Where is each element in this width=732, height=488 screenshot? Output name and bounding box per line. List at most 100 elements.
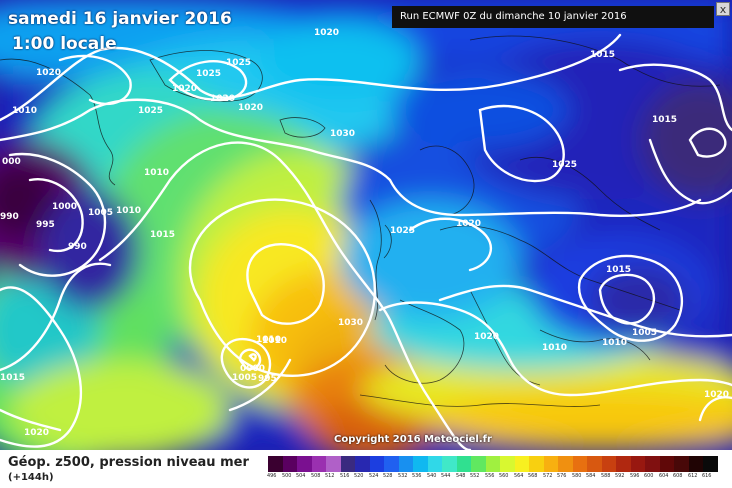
isobar-label: 1005	[632, 328, 657, 338]
close-button[interactable]: x	[716, 2, 730, 16]
isobar-label: 1020	[474, 332, 499, 342]
isobar-label: 1025	[226, 58, 251, 68]
isobar-label: 1015	[652, 115, 677, 125]
color-scale-swatch: 580	[572, 456, 587, 479]
color-scale-tick: 504	[296, 473, 306, 479]
color-scale: 496 500 504 508 512 516 520 524 528 532 536 540 544 5…	[267, 456, 718, 479]
color-scale-tick: 604	[658, 473, 668, 479]
forecast-date: samedi 16 janvier 2016	[8, 9, 232, 29]
legend-panel: Géop. z500, pression niveau mer (+144h) …	[0, 450, 732, 488]
color-scale-swatch: 596	[630, 456, 645, 479]
color-scale-tick: 576	[557, 473, 567, 479]
isobar-label: 1010	[116, 206, 141, 216]
isobar-label: 1020	[456, 219, 481, 229]
color-scale-swatch: 576	[557, 456, 573, 479]
isobar-label: 000	[2, 157, 21, 167]
isobar-label: 1020	[36, 68, 61, 78]
color-scale-swatch: 508	[311, 456, 326, 479]
isobar-label: 990	[68, 242, 87, 252]
color-scale-swatch: 556	[485, 456, 500, 479]
color-scale-tick: 540	[426, 473, 436, 479]
isobar-label: 1015	[606, 265, 631, 275]
copyright-notice: Copyright 2016 Meteociel.fr	[334, 434, 492, 445]
color-scale-tick: 496	[267, 473, 277, 479]
isobar-label: 1005	[232, 373, 257, 383]
color-scale-tick: 580	[571, 473, 581, 479]
color-scale-swatch: 568	[528, 456, 544, 479]
color-scale-tick: 508	[310, 473, 320, 479]
color-scale-swatch: 520	[354, 456, 370, 479]
isobar-label: 995	[36, 220, 55, 230]
color-scale-tick: 556	[484, 473, 494, 479]
isobar-label: 1020	[238, 103, 263, 113]
model-run-label: Run ECMWF 0Z du dimanche 10 janvier 2016	[392, 6, 714, 28]
isobar-label: 1010	[262, 336, 287, 346]
color-scale-swatch: 500	[282, 456, 297, 479]
isobar-label: 995	[258, 374, 277, 384]
color-scale-tick: 616	[702, 473, 712, 479]
color-scale-swatch: 584	[586, 456, 602, 479]
color-scale-tick: 532	[397, 473, 407, 479]
color-scale-swatch: 604	[659, 456, 674, 479]
color-scale-tick: 516	[339, 473, 349, 479]
color-scale-tick: 512	[325, 473, 335, 479]
isobar-label: 1025	[138, 106, 163, 116]
color-scale-tick: 536	[412, 473, 422, 479]
isobar-labels: 1020 1025 1020 1025 1020 1020 1025 1020 1015 1010…	[0, 28, 729, 438]
color-scale-swatch: 564	[514, 456, 529, 479]
geopotential-field	[0, 0, 732, 450]
isobar-label: 1010	[602, 338, 627, 348]
color-scale-swatch: 496	[267, 456, 283, 479]
weather-map: 1020 1025 1020 1025 1020 1020 1025 1020 1015 1010…	[0, 0, 732, 450]
color-scale-tick: 528	[383, 473, 393, 479]
color-scale-swatch: 528	[383, 456, 399, 479]
color-scale-swatch: 572	[543, 456, 558, 479]
color-scale-tick: 568	[528, 473, 538, 479]
map-canvas: 1020 1025 1020 1025 1020 1020 1025 1020 1015 1010…	[0, 0, 732, 450]
forecast-time: 1:00 locale	[12, 34, 117, 54]
legend-forecast-hour: (+144h)	[8, 472, 54, 483]
color-scale-tick: 596	[629, 473, 639, 479]
isobar-label: 1010	[12, 106, 37, 116]
isobar-label: 1010	[144, 168, 169, 178]
color-scale-tick: 572	[542, 473, 552, 479]
color-scale-tick: 612	[687, 473, 697, 479]
isobar-label: 1020	[704, 390, 729, 400]
isobar-label: 1005	[88, 208, 113, 218]
color-scale-swatch: 540	[427, 456, 442, 479]
isobar-label: 1015	[150, 230, 175, 240]
isobar-label: 0000	[240, 364, 265, 374]
isobar-label: 1030	[330, 129, 355, 139]
isobar-label: 1025	[390, 226, 415, 236]
color-scale-swatch: 512	[325, 456, 341, 479]
color-scale-tick: 564	[513, 473, 523, 479]
color-scale-swatch: 608	[673, 456, 689, 479]
color-scale-tick: 544	[441, 473, 451, 479]
color-scale-tick: 524	[368, 473, 378, 479]
isobar-label: 1015	[0, 373, 25, 383]
isobar-label: 1015	[590, 50, 615, 60]
color-scale-swatch: 544	[441, 456, 457, 479]
coastlines	[0, 35, 721, 407]
color-scale-swatch: 548	[456, 456, 471, 479]
isobar-label: 1010	[256, 335, 281, 345]
color-scale-swatch: 552	[470, 456, 486, 479]
color-scale-tick: 552	[470, 473, 480, 479]
isobar-label: 1020	[314, 28, 339, 38]
color-scale-swatch: 588	[601, 456, 616, 479]
color-scale-swatch: 592	[615, 456, 631, 479]
color-scale-swatch: 516	[340, 456, 355, 479]
isobar-label: 1020	[172, 84, 197, 94]
color-scale-swatch: 524	[369, 456, 384, 479]
color-scale-tick: 584	[586, 473, 596, 479]
isobar-label: 990	[0, 212, 19, 222]
color-scale-swatch: 536	[412, 456, 428, 479]
color-scale-tick: 592	[615, 473, 625, 479]
isobar-label: 1030	[338, 318, 363, 328]
color-scale-tick: 600	[644, 473, 654, 479]
legend-title: Géop. z500, pression niveau mer	[8, 455, 249, 470]
color-scale-tick: 520	[354, 473, 364, 479]
color-scale-swatch: 600	[644, 456, 660, 479]
isobar-label: 1025	[196, 69, 221, 79]
